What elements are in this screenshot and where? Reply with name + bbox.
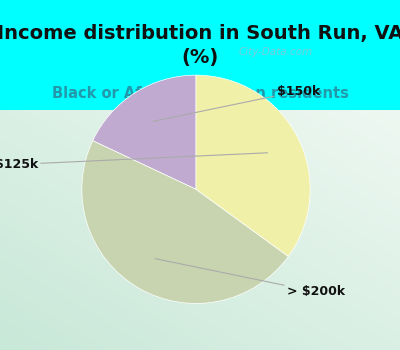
Text: $125k: $125k [0, 153, 268, 171]
Text: > $200k: > $200k [155, 259, 345, 298]
Text: City-Data.com: City-Data.com [238, 47, 312, 57]
Text: Income distribution in South Run, VA
(%): Income distribution in South Run, VA (%) [0, 24, 400, 67]
Text: $150k: $150k [153, 85, 320, 121]
Text: Black or African American residents: Black or African American residents [52, 86, 348, 102]
Wedge shape [82, 141, 288, 303]
Wedge shape [196, 75, 310, 257]
Wedge shape [93, 75, 196, 189]
